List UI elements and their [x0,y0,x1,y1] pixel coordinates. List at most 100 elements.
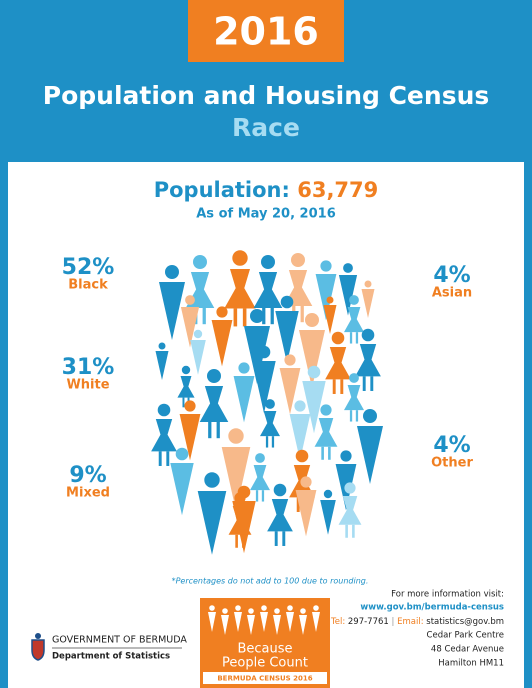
figure-head [216,306,228,318]
figure-body [289,414,311,461]
figure-head [250,309,264,323]
figure-head [158,342,166,350]
figure-body [224,269,256,309]
population-value: 63,779 [297,178,378,202]
figure-body [199,386,229,422]
figure-body [357,426,383,484]
logo-person-head [274,608,280,614]
logo-person-body [208,612,216,632]
figure-head [175,447,189,461]
group-name: Black [68,278,108,293]
figure-leg [300,305,304,323]
figure-head [232,250,248,266]
figure-leg [274,531,278,546]
figure-leg [349,332,353,344]
figure-head [185,295,195,305]
figure-head [193,255,207,269]
figure-body [180,307,200,348]
figure-body [197,491,227,555]
figure-head [320,260,332,272]
figure-head [238,362,250,374]
figure-head [255,453,265,463]
group-percent: 4% [433,433,470,458]
logo-person-body [234,612,242,632]
figure-head [157,403,171,417]
figure-body [151,419,177,452]
figure-head [184,400,196,412]
logo-person-head [248,608,254,614]
figure-body [283,270,313,306]
figure-body [295,490,317,537]
figure-head [349,373,359,383]
figure-body [177,376,195,398]
logo-people [208,605,320,635]
subtitle: Race [232,113,300,142]
figure-body [179,414,201,461]
group-percent: 9% [69,463,106,488]
logo-person-body [299,615,307,635]
figure-leg [261,490,265,502]
figure-body [361,289,375,318]
group-name: Mixed [66,486,110,501]
address-line: Hamilton HM11 [438,659,504,669]
figure-leg [202,307,206,325]
logo-tag: BERMUDA CENSUS 2016 [217,675,312,683]
figure-head [234,492,246,504]
year-box [188,0,344,62]
figure-head [326,296,334,304]
figure-head [340,450,352,462]
people-figures [151,250,383,555]
figure-head [165,265,179,279]
figure-body [211,320,233,367]
government: GOVERNMENT OF BERMUDA [52,635,187,646]
figure-body [315,274,337,321]
tel: 297-7761 [348,617,389,627]
figure-leg [370,376,374,391]
figure-body [279,368,301,415]
figure-leg [355,332,359,344]
figure-head [305,313,319,327]
figure-body [221,447,251,511]
figure-leg [328,446,331,460]
figure-head [261,255,275,269]
population-date: As of May 20, 2016 [196,207,335,222]
figure-head [300,476,312,488]
tel-label: Tel: [330,617,345,627]
figure-head [295,449,309,463]
logo-person-head [235,605,241,611]
figure-body [325,347,351,380]
email-label: Email: [397,617,423,627]
government-logo: GOVERNMENT OF BERMUDA Department of Stat… [31,633,187,662]
figure-body [233,376,255,423]
email: statistics@gov.bm [426,617,504,627]
figure-head [307,365,321,379]
figure-head [291,253,305,267]
figure-head [181,365,191,375]
figure-body [170,463,194,516]
figure-head [273,483,287,497]
logo-person-body [247,615,255,635]
figure-body [259,411,281,437]
figure-head [343,263,353,273]
logo-person-head [300,608,306,614]
group-percent: 31% [62,355,115,380]
logo-person-head [222,608,228,614]
figure-leg [352,524,355,538]
group-name: Other [431,456,473,471]
figure-body [267,499,293,532]
figure-body [253,272,283,308]
figure-body [314,418,338,447]
figure-head [193,329,203,339]
group-name: White [66,378,109,393]
website: www.gov.bm/bermuda-census [360,603,504,613]
figure-leg [340,379,344,394]
figure-head [284,354,296,366]
figure-head [349,295,359,305]
group-name: Asian [432,286,472,301]
figure-head [204,472,220,488]
figure-leg [355,410,359,422]
figure-body [244,326,270,384]
figure-leg [208,421,212,439]
figure-leg [255,490,259,502]
